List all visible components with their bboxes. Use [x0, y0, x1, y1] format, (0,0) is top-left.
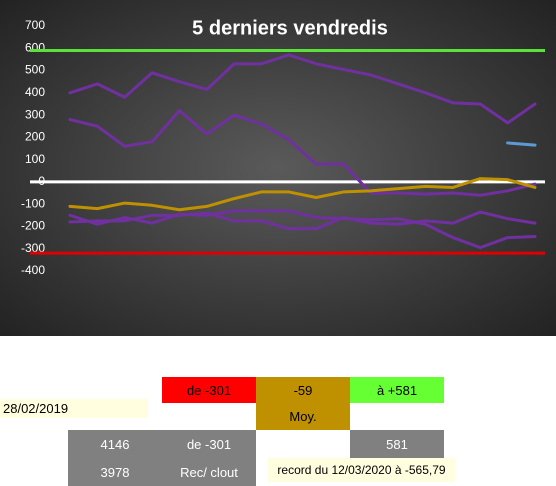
y-tick-label: 500 [25, 63, 45, 77]
series-line [68, 177, 537, 212]
chart-background [0, 0, 556, 336]
y-tick-label: -400 [21, 263, 45, 277]
series-line [506, 141, 537, 147]
series-line [68, 209, 537, 250]
avg-cell: -59 [256, 377, 350, 403]
count-cell: 4146 [68, 430, 162, 458]
low2-cell: de -301 [162, 430, 256, 458]
low-cell: de -301 [162, 377, 256, 403]
date-cell: 28/02/2019 [0, 399, 148, 418]
avg-label-cell: Moy. [256, 403, 350, 430]
chart-title: 5 derniers vendredis [192, 17, 388, 39]
series-line [68, 53, 537, 125]
y-tick-label: -100 [21, 196, 45, 210]
y-tick-label: 700 [25, 18, 45, 32]
y-tick-label: -200 [21, 219, 45, 233]
chart: 5 derniers vendredis -400-300-200-100010… [0, 0, 556, 336]
high2-cell: 581 [350, 430, 444, 458]
y-tick-label: -300 [21, 241, 45, 255]
series-line [68, 210, 537, 231]
y-tick-label: 400 [25, 85, 45, 99]
high-cell: à +581 [350, 377, 444, 403]
count2-cell: 3978 [68, 458, 162, 486]
y-tick-label: 300 [25, 107, 45, 121]
rec-label-cell: Rec/ clout [162, 458, 256, 486]
y-tick-label: 600 [25, 40, 45, 54]
y-tick-label: 100 [25, 152, 45, 166]
record-cell: record du 12/03/2020 à -565,79 [268, 458, 455, 482]
y-tick-label: 200 [25, 130, 45, 144]
series-line [68, 109, 537, 197]
